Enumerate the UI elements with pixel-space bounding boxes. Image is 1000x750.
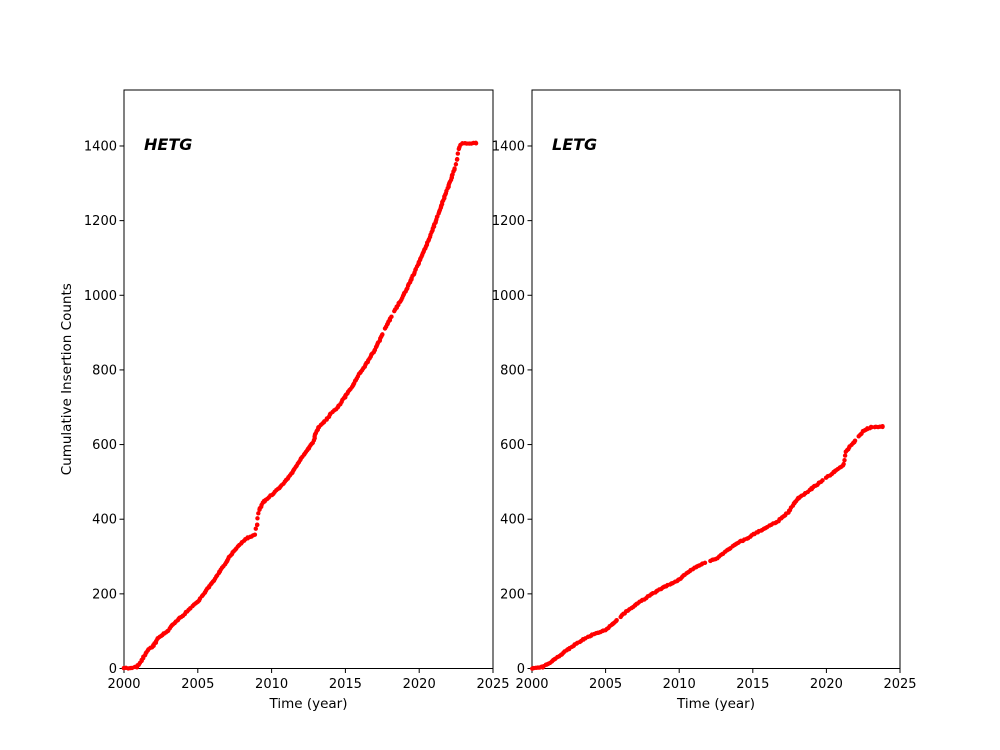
y-tick-label: 1400: [492, 139, 525, 154]
x-tick-label: 2000: [515, 677, 548, 692]
y-tick-label: 600: [92, 438, 117, 453]
y-tick-label: 1400: [84, 139, 117, 154]
x-tick-label: 2005: [589, 677, 622, 692]
x-tick-label: 2020: [403, 677, 436, 692]
y-tick-label: 200: [500, 587, 525, 602]
y-axis-label: Cumulative Insertion Counts: [59, 283, 75, 475]
x-tick-label: 2020: [810, 677, 843, 692]
y-tick-label: 1000: [84, 289, 117, 304]
y-tick-label: 200: [92, 587, 117, 602]
y-tick-label: 400: [92, 513, 117, 528]
axes-frame-hetg: [123, 89, 494, 669]
y-tick-label: 400: [500, 513, 525, 528]
y-tick-label: 1000: [492, 289, 525, 304]
y-tick-label: 800: [92, 363, 117, 378]
x-tick-label: 2025: [476, 677, 509, 692]
series-letg: [530, 424, 885, 671]
x-tick-label: 2010: [663, 677, 696, 692]
panel-label-hetg: HETG: [144, 135, 192, 154]
y-tick-label: 0: [517, 662, 525, 677]
axes-frame-letg: [531, 89, 901, 669]
x-tick-label: 2000: [107, 677, 140, 692]
x-tick-label: 2025: [883, 677, 916, 692]
series-hetg: [121, 140, 479, 671]
y-tick-label: 1200: [492, 214, 525, 229]
x-axis-label: Time (year): [676, 696, 755, 712]
y-tick-label: 600: [500, 438, 525, 453]
panel-label-letg: LETG: [552, 135, 597, 154]
y-tick-label: 1200: [84, 214, 117, 229]
x-tick-label: 2015: [329, 677, 362, 692]
x-tick-label: 2010: [255, 677, 288, 692]
y-tick-label: 0: [109, 662, 117, 677]
x-tick-label: 2015: [736, 677, 769, 692]
y-tick-label: 800: [500, 363, 525, 378]
x-axis-label: Time (year): [269, 696, 348, 712]
x-tick-label: 2005: [181, 677, 214, 692]
